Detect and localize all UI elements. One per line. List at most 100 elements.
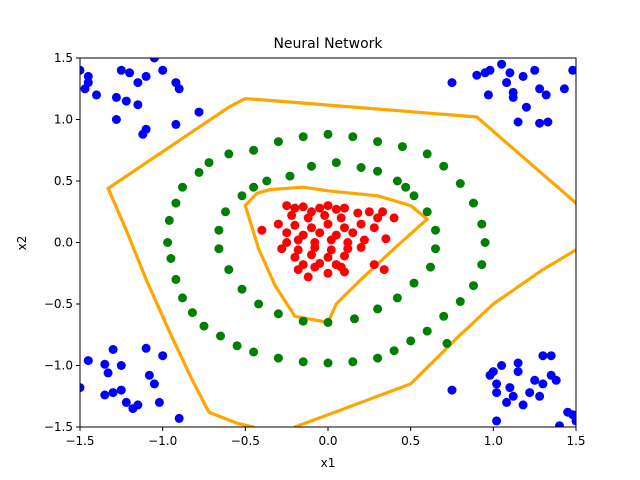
outer-boundary-lower-right [293, 248, 576, 427]
y-tick-label: −1.0 [44, 359, 73, 373]
red-cluster-point [293, 245, 303, 255]
green-inner-ring-point [431, 225, 440, 235]
green-inner-ring-point [356, 163, 366, 172]
red-cluster-point [356, 219, 366, 229]
green-outer-ring-point [216, 331, 225, 341]
red-cluster-point [373, 213, 383, 223]
green-outer-ring-point [204, 158, 214, 168]
blue-corners-point [158, 65, 168, 75]
blue-corners-point [103, 368, 113, 378]
green-inner-ring-point [373, 304, 383, 314]
red-cluster-point [340, 223, 349, 233]
red-cluster-point [353, 208, 363, 218]
green-outer-ring-point [439, 161, 449, 171]
blue-corners-point [485, 65, 495, 75]
green-inner-ring-point [221, 207, 230, 217]
green-inner-ring-point [273, 309, 283, 319]
red-cluster-point [282, 238, 292, 247]
green-inner-ring-point [224, 265, 234, 275]
red-cluster-point [343, 238, 353, 247]
green-inner-ring-point [307, 161, 316, 171]
blue-corners-point [133, 400, 143, 410]
red-cluster-point [356, 242, 366, 252]
x-tick-label: −0.5 [231, 434, 260, 448]
red-cluster-point [293, 265, 303, 275]
green-inner-ring-point [254, 299, 264, 309]
blue-corners-point [508, 391, 518, 401]
blue-corners-point [546, 351, 556, 361]
blue-corners-point [83, 356, 93, 366]
x-tick-label: −1.0 [148, 434, 177, 448]
red-cluster-point [340, 251, 349, 261]
red-cluster-point [307, 223, 316, 233]
red-cluster-point [293, 235, 303, 245]
red-cluster-point [315, 228, 325, 238]
blue-corners-point [518, 400, 528, 410]
blue-corners-point [111, 115, 121, 124]
green-inner-ring-point [262, 176, 272, 186]
green-inner-ring-point [392, 293, 402, 303]
x-axis-label: x1 [321, 456, 336, 470]
blue-corners-point [513, 117, 523, 127]
green-inner-ring-point [422, 207, 432, 217]
blue-corners-point [541, 90, 551, 100]
blue-corners-point [154, 397, 164, 407]
green-inner-ring-point [214, 244, 224, 254]
green-outer-ring-point [171, 198, 181, 208]
blue-corners-point [149, 379, 159, 389]
red-cluster-point [348, 228, 358, 238]
blue-corners-point [108, 388, 118, 398]
red-cluster-point [257, 225, 267, 235]
blue-corners-point [100, 359, 110, 369]
green-outer-ring-point [406, 336, 416, 346]
green-outer-ring-point [455, 179, 465, 188]
blue-corners-point [194, 107, 204, 117]
blue-corners-point [508, 92, 518, 102]
green-outer-ring-point [397, 142, 407, 152]
blue-corners-point [492, 388, 502, 398]
blue-corners-point [492, 379, 502, 389]
green-inner-ring-point [331, 158, 341, 168]
green-outer-ring-point [232, 341, 242, 351]
green-outer-ring-point [224, 149, 234, 159]
red-cluster-point [389, 213, 399, 223]
green-outer-ring-point [455, 297, 465, 306]
blue-corners-point [149, 58, 159, 63]
blue-corners-point [535, 391, 545, 401]
red-cluster-point [310, 262, 320, 272]
red-cluster-point [359, 235, 369, 245]
blue-corners-point [80, 383, 85, 393]
outer-boundary-lower [106, 186, 256, 427]
green-outer-ring-point [166, 254, 176, 263]
red-cluster-point [340, 267, 349, 277]
blue-corners-point [141, 343, 151, 353]
green-inner-ring-point [237, 284, 247, 294]
blue-corners-point [535, 84, 545, 94]
red-cluster-point [320, 210, 330, 220]
y-axis-label: x2 [15, 236, 29, 251]
chart-title: Neural Network [273, 36, 383, 52]
red-cluster-point [315, 203, 325, 213]
red-cluster-point [307, 250, 316, 260]
y-tick-label: 0.5 [54, 174, 73, 188]
red-cluster-point [303, 213, 313, 223]
blue-corners-point [502, 78, 512, 88]
y-tick-label: 0.0 [54, 236, 73, 250]
blue-corners-point [492, 416, 502, 426]
blue-corners-point [483, 90, 493, 100]
blue-corners-point [83, 71, 93, 81]
red-cluster-point [287, 210, 297, 220]
y-tick-label: 1.5 [54, 51, 73, 65]
green-inner-ring-point [323, 317, 333, 327]
green-outer-ring-point [323, 129, 333, 139]
green-inner-ring-point [214, 225, 224, 235]
green-inner-ring-point [426, 262, 435, 272]
green-inner-ring-point [237, 191, 247, 201]
green-outer-ring-point [469, 281, 478, 291]
blue-corners-point [551, 375, 561, 385]
blue-corners-point [472, 70, 482, 80]
red-cluster-point [364, 207, 374, 217]
green-outer-ring-point [164, 215, 174, 225]
red-cluster-point [378, 207, 388, 217]
